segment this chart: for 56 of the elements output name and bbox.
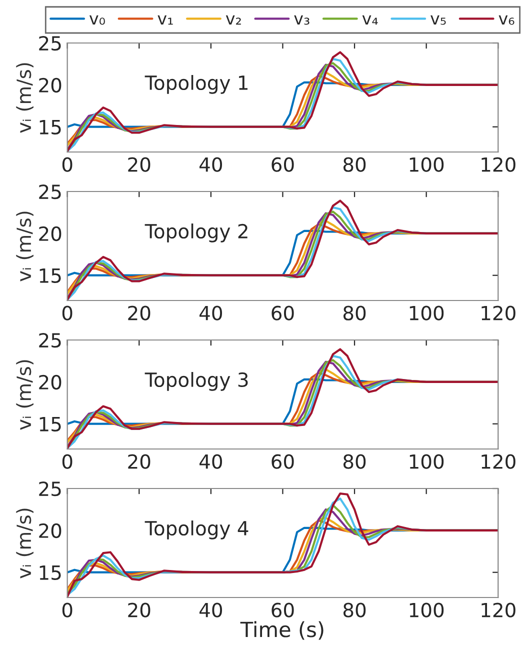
y-tick-label: 25 xyxy=(39,184,61,200)
legend-label: v₂ xyxy=(226,15,241,25)
x-tick-label: 20 xyxy=(128,157,150,172)
legend-label: v₅ xyxy=(430,15,446,25)
x-tick-label: 60 xyxy=(272,306,294,320)
x-tick-label: 0 xyxy=(62,157,72,172)
y-tick-label: 15 xyxy=(40,120,61,135)
y-tick-label: 25 xyxy=(39,332,61,348)
y-tick-label: 15 xyxy=(40,566,61,580)
x-tick-label: 120 xyxy=(482,157,516,172)
y-tick-label: 25 xyxy=(39,481,61,496)
legend-label: v₁ xyxy=(158,15,173,25)
x-tick-label: 100 xyxy=(410,306,444,320)
x-axis-title: Time (s) xyxy=(240,621,324,640)
x-tick-label: 80 xyxy=(343,157,366,172)
x-tick-label: 60 xyxy=(272,602,294,618)
annotation: Topology 3 xyxy=(144,372,248,391)
y-axis-title: vᵢ (m/s) xyxy=(16,212,34,282)
y-tick-label: 15 xyxy=(40,268,61,284)
x-tick-label: 40 xyxy=(200,157,222,172)
legend-label: v₀ xyxy=(89,15,105,25)
x-tick-label: 0 xyxy=(62,454,72,469)
x-tick-label: 20 xyxy=(128,454,150,469)
y-tick-label: 25 xyxy=(39,36,61,51)
x-tick-label: 20 xyxy=(128,306,150,320)
x-tick-label: 60 xyxy=(272,454,294,469)
y-axis-title: vᵢ (m/s) xyxy=(16,63,34,133)
y-tick-label: 15 xyxy=(40,417,61,432)
x-tick-label: 100 xyxy=(410,157,444,172)
legend-label: v₃ xyxy=(294,15,310,25)
x-tick-label: 40 xyxy=(200,602,222,618)
x-tick-label: 0 xyxy=(62,306,72,320)
annotation: Topology 4 xyxy=(144,520,248,540)
legend-label: v₆ xyxy=(498,15,514,25)
x-tick-label: 80 xyxy=(343,454,366,469)
y-tick-label: 20 xyxy=(39,78,62,93)
x-tick-label: 120 xyxy=(482,306,516,320)
x-tick-label: 100 xyxy=(410,602,444,618)
annotation: Topology 1 xyxy=(144,75,248,94)
annotation: Topology 2 xyxy=(144,224,248,242)
legend-label: v₄ xyxy=(362,15,378,25)
y-tick-label: 20 xyxy=(39,374,62,390)
y-tick-label: 20 xyxy=(39,523,62,538)
y-tick-label: 20 xyxy=(39,226,62,242)
y-axis-title: vᵢ (m/s) xyxy=(16,360,34,430)
x-tick-label: 40 xyxy=(200,306,222,320)
x-tick-label: 0 xyxy=(62,602,72,618)
x-tick-label: 80 xyxy=(343,306,366,320)
y-axis-title: vᵢ (m/s) xyxy=(16,508,34,578)
x-tick-label: 60 xyxy=(272,157,294,172)
x-tick-label: 100 xyxy=(410,454,444,469)
x-tick-label: 80 xyxy=(343,602,366,618)
x-tick-label: 120 xyxy=(482,454,516,469)
x-tick-label: 20 xyxy=(128,602,150,618)
x-tick-label: 120 xyxy=(482,602,516,618)
x-tick-label: 40 xyxy=(200,454,222,469)
